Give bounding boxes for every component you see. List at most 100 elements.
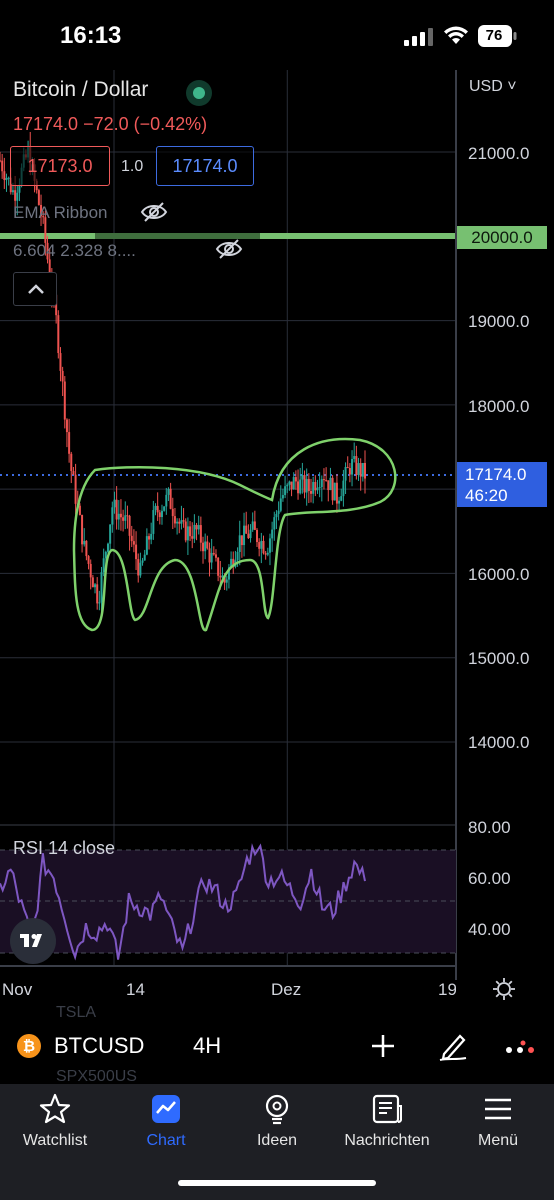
candle-body (275, 513, 278, 518)
more-options-icon[interactable] (505, 1038, 535, 1058)
candle-body (7, 177, 10, 179)
level-line-price-tag[interactable]: 20000.0 (457, 226, 547, 249)
candle-body (83, 540, 86, 545)
candle-body (364, 462, 366, 479)
symbol-search-button[interactable]: BTCUSD (54, 1033, 145, 1058)
chart-canvas[interactable] (0, 70, 554, 1070)
nav-watchlist[interactable]: Watchlist (0, 1092, 110, 1162)
buy-button[interactable]: 17174.0 (156, 146, 254, 186)
candle-body (214, 554, 217, 558)
candle-body (303, 475, 306, 493)
indicator-values: 6.604 2.328 8.... (13, 241, 136, 260)
candle-body (111, 507, 114, 525)
time-axis-label: Dez (271, 980, 302, 999)
price-change: 17174.0 −72.0 (−0.42%) (13, 114, 208, 134)
candle-body (16, 192, 19, 201)
candle-body (189, 526, 192, 537)
candle-body (106, 543, 109, 552)
indicator-name[interactable]: EMA Ribbon (13, 203, 108, 222)
candle-body (180, 520, 183, 524)
candle-body (87, 556, 90, 564)
rsi-axis-label: 40.00 (468, 920, 511, 939)
candle-body (139, 562, 142, 576)
candle-body (126, 515, 129, 517)
candle-body (268, 538, 271, 553)
candle-body (14, 190, 17, 201)
candle-body (72, 471, 75, 475)
candle-body (40, 204, 43, 217)
time-axis-label: 14 (126, 980, 145, 999)
candle-body (124, 515, 127, 521)
market-open-indicator (186, 80, 212, 106)
candle-body (132, 541, 135, 545)
candle-body (329, 477, 332, 491)
candle-body (271, 529, 274, 539)
candle-body (344, 466, 347, 481)
symbol-title[interactable]: Bitcoin / Dollar (13, 78, 149, 101)
plus-icon[interactable] (370, 1033, 396, 1059)
tradingview-logo[interactable] (10, 918, 56, 964)
ghost-symbol: SPX500US (56, 1068, 137, 1085)
price-chart[interactable] (0, 70, 554, 1070)
candle-body (253, 521, 256, 530)
candle-body (277, 510, 280, 514)
candle-body (202, 542, 205, 552)
nav-news[interactable]: Nachrichten (332, 1092, 442, 1162)
drawing-pen-icon[interactable] (438, 1030, 470, 1062)
nav-label: Chart (146, 1132, 186, 1149)
candle-body (256, 529, 259, 543)
candle-body (219, 575, 222, 578)
candle-body (48, 259, 51, 280)
candle-body (273, 517, 276, 530)
collapse-legend-button[interactable] (13, 272, 57, 306)
candle-body (230, 558, 233, 568)
star-icon (39, 1093, 71, 1124)
currency-selector[interactable]: USD ˅ (469, 78, 517, 95)
candle-body (217, 557, 220, 576)
chart-settings-icon[interactable] (492, 977, 516, 1001)
nav-ideas[interactable]: Ideen (222, 1092, 332, 1162)
candle-body (184, 521, 187, 541)
ghost-symbol: TSLA (56, 1004, 97, 1021)
candle-body (327, 480, 330, 491)
home-indicator (178, 1180, 376, 1186)
candle-body (251, 521, 254, 530)
candle-body (44, 217, 47, 243)
candle-body (305, 478, 308, 493)
hide-indicator-values-icon[interactable] (215, 238, 243, 260)
interval-button[interactable]: 4H (193, 1033, 222, 1058)
news-icon (372, 1094, 402, 1124)
candle-body (325, 479, 328, 481)
price-axis-label: 19000.0 (468, 312, 530, 331)
rsi-axis-label: 60.00 (468, 869, 511, 888)
candle-body (173, 516, 176, 524)
order-quantity[interactable]: 1.0 (121, 158, 144, 175)
candle-body (262, 540, 265, 554)
candle-body (182, 520, 185, 522)
hand-drawn-shape (72, 437, 397, 632)
price-axis-label: 18000.0 (468, 397, 530, 416)
candle-body (199, 525, 202, 543)
candle-body (100, 572, 103, 603)
time-axis-label: Nov (2, 980, 33, 999)
candle-body (148, 536, 151, 540)
nav-chart[interactable]: Chart (111, 1092, 221, 1162)
candle-body (65, 419, 68, 433)
battery-icon (478, 25, 517, 47)
candle-body (299, 479, 302, 494)
candle-body (333, 482, 336, 501)
candle-body (113, 499, 116, 508)
candle-body (245, 525, 248, 534)
bitcoin-icon: ₿ (17, 1034, 41, 1058)
candle-body (150, 533, 153, 540)
candle-body (141, 560, 144, 563)
sell-button[interactable]: 17173.0 (10, 146, 110, 186)
rsi-legend[interactable]: RSI 14 close (13, 838, 116, 858)
chart-icon (152, 1095, 180, 1123)
candle-body (145, 536, 148, 555)
candle-body (322, 479, 325, 481)
candle-body (163, 506, 166, 511)
hide-indicator-icon[interactable] (140, 201, 168, 223)
candle-body (286, 484, 289, 487)
nav-menu[interactable]: Menü (443, 1092, 553, 1162)
